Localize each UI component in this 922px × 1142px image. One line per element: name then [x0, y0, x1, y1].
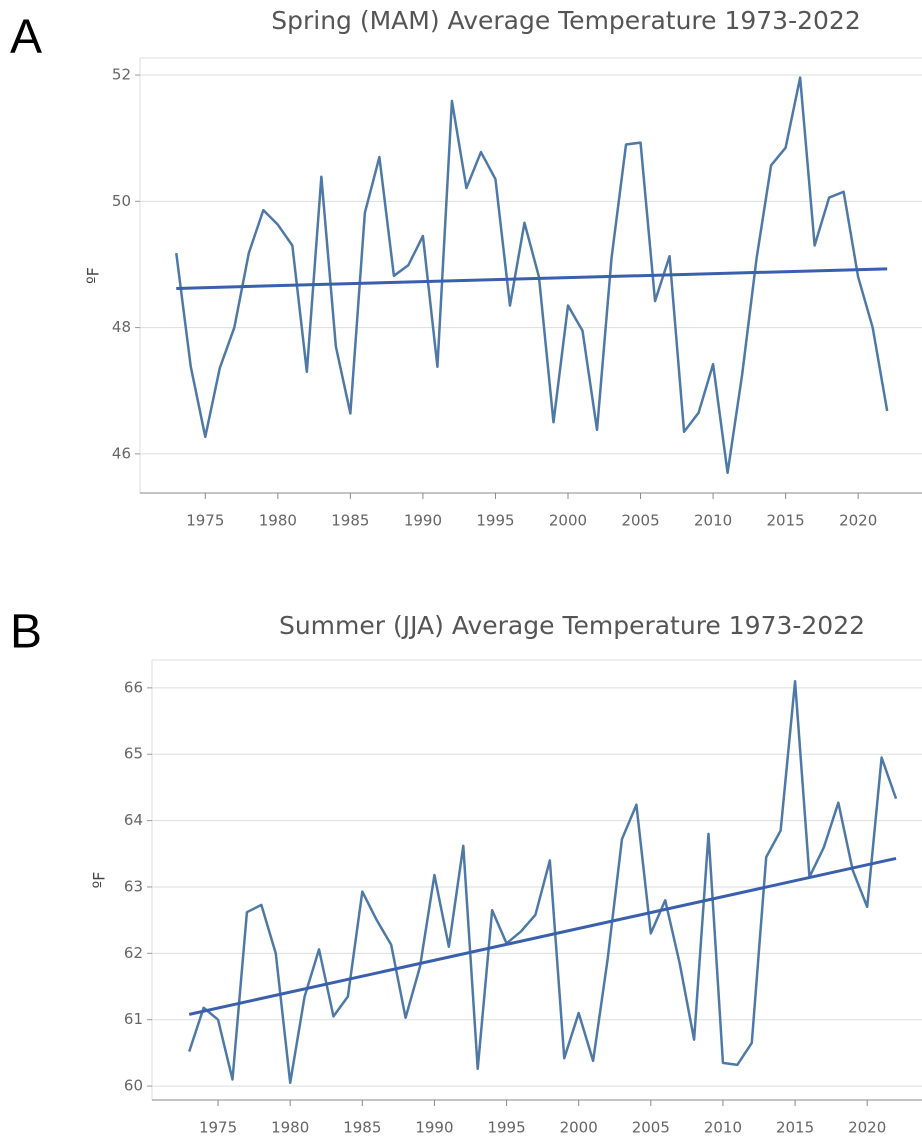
- y-tick-label: 52: [112, 66, 131, 84]
- y-tick-label: 66: [124, 678, 143, 696]
- chart-title: Spring (MAM) Average Temperature 1973-20…: [271, 6, 861, 35]
- trend-line: [176, 267, 888, 290]
- x-tick-label: 2020: [848, 1119, 886, 1137]
- y-tick-label: 50: [112, 192, 131, 210]
- y-tick-label: 46: [112, 444, 131, 462]
- x-tick-label: 1980: [271, 1119, 309, 1137]
- x-tick-label: 2000: [549, 512, 587, 530]
- y-tick-label: 48: [112, 318, 131, 336]
- trend-line: [188, 856, 897, 1016]
- y-tick-label: 61: [124, 1010, 143, 1028]
- y-tick-label: 64: [124, 811, 143, 829]
- x-tick-label: 1975: [199, 1119, 237, 1137]
- y-tick-label: 65: [124, 745, 143, 763]
- x-tick-label: 1980: [259, 512, 297, 530]
- panel-label: A: [10, 11, 42, 64]
- x-tick-label: 1990: [415, 1119, 453, 1137]
- x-tick-label: 1975: [186, 512, 224, 530]
- x-tick-label: 1995: [487, 1119, 525, 1137]
- x-tick-label: 1985: [331, 512, 369, 530]
- x-tick-label: 2020: [839, 512, 877, 530]
- y-axis-label: ºF: [90, 872, 109, 889]
- y-tick-label: 62: [124, 944, 143, 962]
- chart-title: Summer (JJA) Average Temperature 1973-20…: [279, 611, 865, 640]
- x-tick-label: 2015: [767, 512, 805, 530]
- x-tick-label: 2005: [632, 1119, 670, 1137]
- data-line: [175, 76, 889, 475]
- y-axis-label: ºF: [84, 267, 103, 284]
- x-tick-label: 1985: [343, 1119, 381, 1137]
- x-tick-label: 2010: [694, 512, 732, 530]
- x-tick-label: 1995: [476, 512, 514, 530]
- panel-label: B: [10, 606, 42, 659]
- x-tick-label: 2005: [621, 512, 659, 530]
- x-tick-label: 2000: [560, 1119, 598, 1137]
- y-tick-label: 63: [124, 877, 143, 895]
- x-tick-label: 1990: [404, 512, 442, 530]
- x-tick-label: 2015: [776, 1119, 814, 1137]
- y-tick-label: 60: [124, 1077, 143, 1095]
- x-tick-label: 2010: [704, 1119, 742, 1137]
